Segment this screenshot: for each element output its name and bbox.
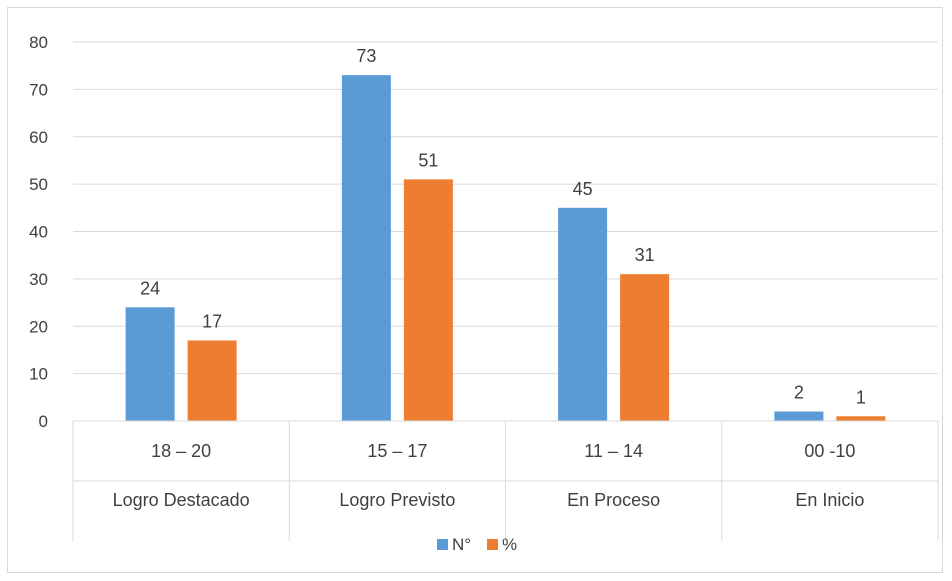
bars <box>125 75 886 421</box>
x-tick-label-range: 11 – 14 <box>584 441 643 461</box>
data-label: 73 <box>356 46 376 66</box>
y-tick-label: 0 <box>39 412 48 431</box>
y-tick-label: 60 <box>29 128 48 147</box>
legend-label: N° <box>452 535 471 554</box>
bar-percent <box>187 340 237 421</box>
data-label: 1 <box>856 387 866 407</box>
bar-count <box>558 207 608 421</box>
x-tick-label-group: En Inicio <box>795 490 864 510</box>
y-tick-label: 40 <box>29 223 48 242</box>
y-tick-label: 20 <box>29 317 48 336</box>
data-label: 17 <box>202 311 222 331</box>
data-label: 24 <box>140 278 160 298</box>
legend-swatch-count <box>437 539 448 550</box>
x-tick-label-group: En Proceso <box>567 490 660 510</box>
x-tick-label-group: Logro Destacado <box>113 490 250 510</box>
bar-count <box>125 307 175 421</box>
bar-count <box>774 411 824 421</box>
chart-frame <box>7 7 943 573</box>
bar-percent <box>403 179 453 421</box>
y-tick-label: 70 <box>29 80 48 99</box>
bar-percent <box>620 274 670 421</box>
data-label: 31 <box>635 245 655 265</box>
legend-label: % <box>502 535 517 554</box>
data-label: 45 <box>573 179 593 199</box>
y-tick-label: 50 <box>29 175 48 194</box>
x-axis: 18 – 20 Logro Destacado 15 – 17 Logro Previ… <box>72 420 939 541</box>
data-label: 2 <box>794 383 804 403</box>
data-label: 51 <box>418 150 438 170</box>
legend: N°% <box>437 535 517 554</box>
bar-percent <box>836 416 886 421</box>
x-tick-label-range: 15 – 17 <box>367 441 427 461</box>
x-tick-label-group: Logro Previsto <box>339 490 455 510</box>
bar-count <box>341 75 391 421</box>
y-axis: 0 10 20 30 40 50 60 70 80 <box>29 33 48 431</box>
legend-swatch-percent <box>487 539 498 550</box>
y-tick-label: 30 <box>29 270 48 289</box>
x-tick-label-range: 18 – 20 <box>151 441 211 461</box>
y-tick-label: 10 <box>29 365 48 384</box>
x-tick-label-range: 00 -10 <box>804 441 855 461</box>
y-tick-label: 80 <box>29 33 48 52</box>
data-labels: 24 17 73 51 45 31 2 1 <box>140 46 866 407</box>
